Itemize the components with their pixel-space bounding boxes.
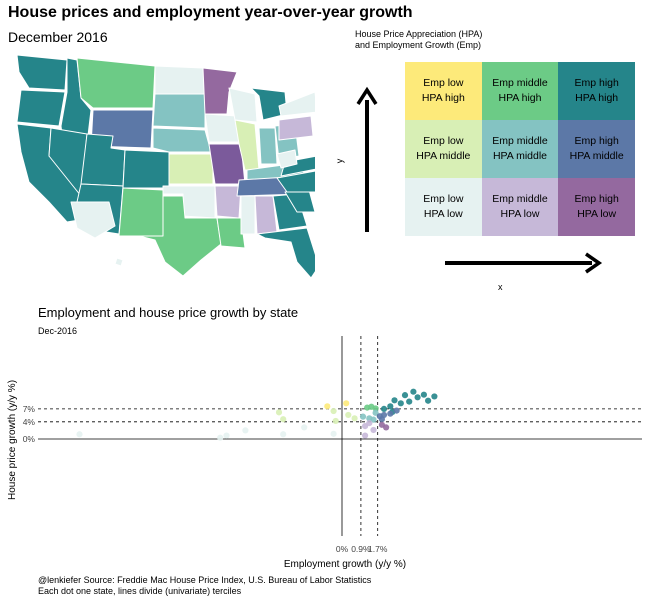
data-point [370, 416, 377, 423]
data-point [425, 397, 432, 404]
x-arrow-icon [445, 252, 603, 274]
data-point [431, 393, 438, 400]
state-south-dakota [152, 93, 206, 129]
data-point [378, 416, 385, 423]
legend-title-line2: and Employment Growth (Emp) [355, 40, 482, 50]
data-point [343, 400, 350, 407]
x-tick-label: 0% [336, 544, 349, 554]
data-point [406, 398, 413, 405]
y-tick-label: 4% [23, 417, 36, 427]
data-point [280, 431, 287, 438]
data-point [275, 409, 283, 416]
data-point [359, 413, 367, 420]
state-pennsylvania [278, 115, 314, 141]
legend-title-line1: House Price Appreciation (HPA) [355, 29, 483, 39]
legend-cell-emp-low-hpa-low: Emp low HPA low [405, 178, 482, 236]
x-tick-label: 0.9% [351, 544, 371, 554]
legend-arrows [356, 86, 603, 274]
data-point [345, 411, 352, 419]
state-louisiana [216, 217, 246, 249]
data-point [391, 397, 398, 404]
legend-cell-emp-high-hpa-low: Emp high HPA low [558, 178, 635, 236]
data-point [414, 394, 421, 401]
footer-source: @lenkiefer Source: Freddie Mac House Pri… [38, 575, 372, 585]
state-hawaii [114, 257, 124, 267]
data-point [420, 391, 427, 398]
data-point [330, 407, 337, 415]
y-tick-label: 7% [23, 404, 36, 414]
data-point [372, 409, 379, 416]
data-point [76, 431, 83, 438]
state-oregon [16, 89, 66, 127]
data-point [242, 427, 249, 434]
data-point [351, 415, 358, 422]
legend-cell-emp-middle-hpa-low: Emp middle HPA low [481, 178, 559, 236]
state-new-york [278, 91, 315, 117]
page-title: House prices and employment year-over-ye… [8, 4, 413, 21]
data-point [397, 400, 404, 407]
legend-cell-emp-high-hpa-middle: Emp high HPA middle [558, 120, 635, 178]
x-tick-label: 1.7% [368, 544, 388, 554]
data-point [366, 419, 373, 427]
legend-title: House Price Appreciation (HPA) and Emplo… [355, 29, 482, 51]
data-point [301, 424, 308, 431]
page-subtitle: December 2016 [8, 29, 108, 45]
data-point [393, 407, 400, 414]
legend-cell-emp-middle-hpa-middle: Emp middle HPA middle [481, 120, 559, 178]
y-arrow-label: y [334, 158, 345, 164]
x-arrow-label: x [498, 282, 503, 292]
legend-cell-emp-low-hpa-middle: Emp low HPA middle [405, 120, 482, 178]
data-point [401, 392, 409, 399]
state-alaska [70, 201, 116, 239]
data-point [387, 403, 394, 410]
state-minnesota [202, 67, 238, 115]
state-north-carolina [276, 170, 315, 193]
data-point [324, 403, 331, 410]
state-texas [138, 195, 222, 277]
scatter-subtitle: Dec-2016 [38, 326, 78, 336]
bivariate-legend-grid: Emp low HPA high Emp middle HPA high Emp… [405, 62, 635, 236]
data-point [383, 424, 390, 431]
y-tick-label: 0% [23, 434, 36, 444]
state-florida [256, 227, 315, 279]
state-washington [16, 54, 68, 91]
scatter-plot: 0% 0.9%1.7%0%4%7% Employment growth (y/y … [7, 336, 642, 570]
y-axis-label: House price growth (y/y %) [7, 380, 18, 500]
data-point [217, 434, 224, 441]
data-point [387, 410, 394, 417]
data-point [280, 416, 287, 423]
us-choropleth-map [16, 54, 315, 279]
data-point [372, 405, 379, 412]
state-mississippi [240, 195, 256, 235]
footer-note: Each dot one state, lines divide (univar… [38, 586, 242, 596]
scatter-title: Employment and house price growth by sta… [38, 305, 299, 320]
state-michigan [250, 87, 288, 121]
x-axis-label: Employment growth (y/y %) [284, 559, 406, 570]
footer: @lenkiefer Source: Freddie Mac House Pri… [38, 575, 371, 597]
state-indiana [258, 127, 278, 165]
state-west-virginia [276, 149, 298, 169]
legend-cell-emp-high-hpa-high: Emp high HPA high [558, 62, 635, 120]
data-point [332, 417, 339, 425]
data-point [410, 388, 417, 395]
state-montana [76, 57, 156, 109]
legend-cell-emp-low-hpa-high: Emp low HPA high [405, 62, 482, 120]
state-kansas [168, 153, 214, 185]
state-nebraska [152, 127, 212, 153]
data-point [380, 405, 388, 412]
legend-cell-emp-middle-hpa-high: Emp middle HPA high [481, 62, 559, 120]
state-wisconsin [228, 87, 258, 123]
y-arrow-icon [356, 86, 378, 232]
data-point [362, 432, 369, 439]
data-point [370, 426, 377, 434]
data-point [223, 432, 230, 439]
data-point [330, 430, 337, 437]
